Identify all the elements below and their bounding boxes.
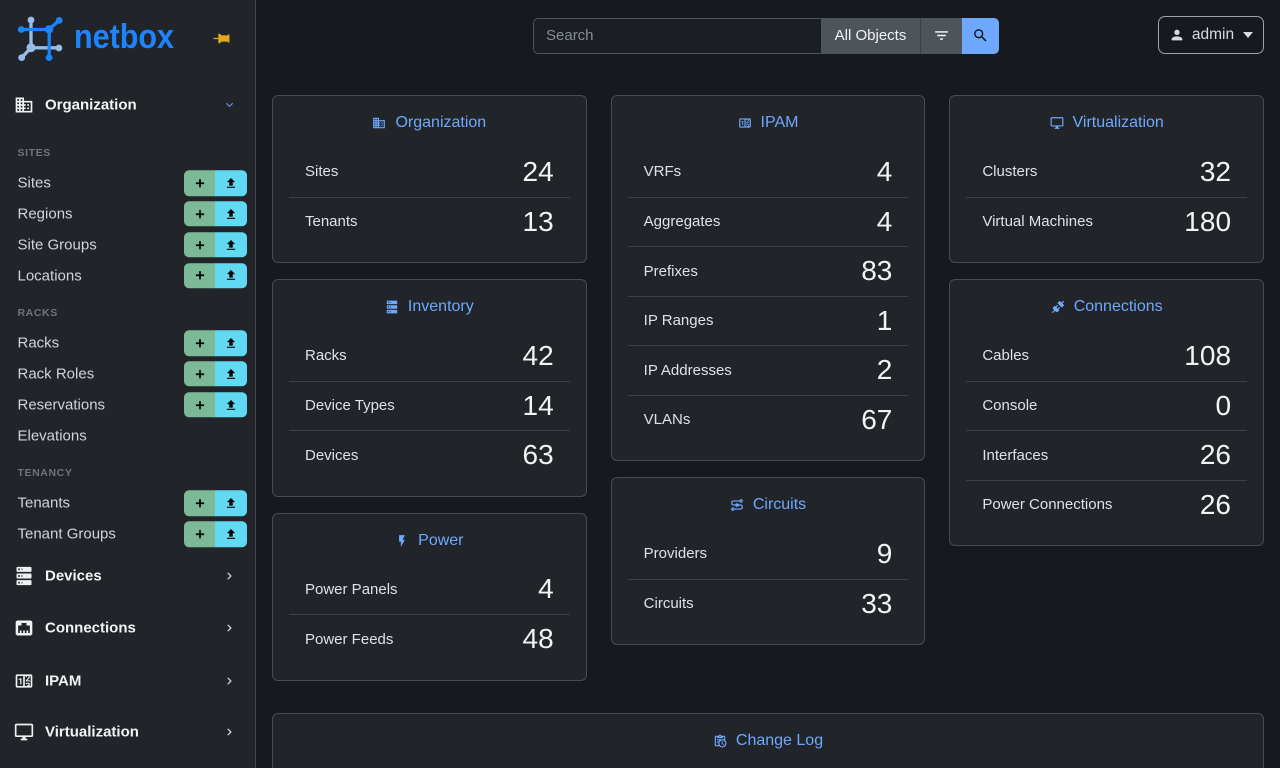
svg-text:netbox: netbox [74, 18, 174, 56]
